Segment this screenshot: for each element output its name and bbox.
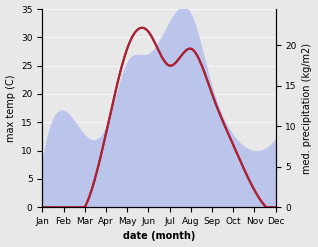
Y-axis label: max temp (C): max temp (C) bbox=[5, 74, 16, 142]
Y-axis label: med. precipitation (kg/m2): med. precipitation (kg/m2) bbox=[302, 43, 313, 174]
X-axis label: date (month): date (month) bbox=[123, 231, 195, 242]
